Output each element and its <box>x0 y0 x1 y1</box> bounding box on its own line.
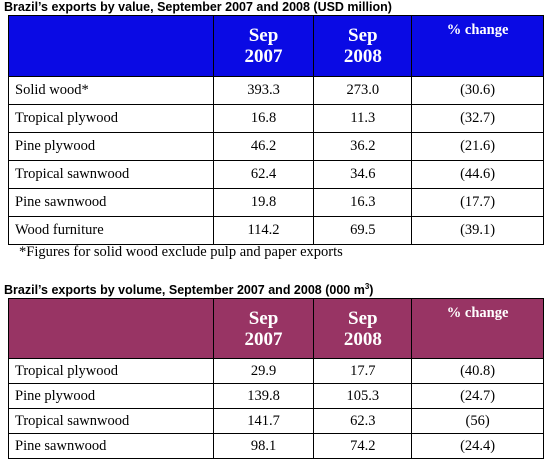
header-sep-2008: Sep 2008 <box>313 298 413 359</box>
header-label-cell <box>8 15 214 77</box>
table-row: Pine plywood 46.2 36.2 (21.6) <box>8 132 544 161</box>
value-2007: 16.8 <box>212 104 315 133</box>
table-row: Pine plywood 139.8 105.3 (24.7) <box>8 383 544 409</box>
value-2007: 19.8 <box>212 188 315 217</box>
value-2008: 16.3 <box>313 188 413 217</box>
pct-change: (24.7) <box>411 383 544 409</box>
header-pct-change: % change <box>411 298 544 359</box>
pct-change: (40.8) <box>411 358 544 384</box>
table-row: Pine sawnwood 98.1 74.2 (24.4) <box>8 433 544 459</box>
pct-change: (21.6) <box>411 132 544 161</box>
header-month: Sep <box>348 25 378 46</box>
row-label: Tropical sawnwood <box>8 408 214 434</box>
pct-change: (24.4) <box>411 433 544 459</box>
header-label-cell <box>8 298 214 359</box>
volume-title-end: ) <box>369 283 374 297</box>
value-2008: 74.2 <box>313 433 413 459</box>
row-label: Tropical sawnwood <box>8 160 214 189</box>
value-table: Sep 2007 Sep 2008 % change Solid wood* 3… <box>8 15 544 245</box>
table-row: Solid wood* 393.3 273.0 (30.6) <box>8 76 544 105</box>
value-2007: 46.2 <box>212 132 315 161</box>
value-2008: 69.5 <box>313 216 413 245</box>
header-sep-2007: Sep 2007 <box>212 15 315 77</box>
value-2007: 393.3 <box>212 76 315 105</box>
table-row: Tropical sawnwood 62.4 34.6 (44.6) <box>8 160 544 189</box>
table-row: Tropical plywood 29.9 17.7 (40.8) <box>8 358 544 384</box>
volume-title-superscript: 3 <box>364 281 370 291</box>
header-year: 2008 <box>343 46 382 67</box>
volume-table-title: Brazil’s exports by volume, September 20… <box>4 281 374 297</box>
row-label: Pine plywood <box>8 132 214 161</box>
value-2007: 98.1 <box>212 433 315 459</box>
header-pct-change: % change <box>411 15 544 77</box>
header-year: 2008 <box>343 328 382 350</box>
header-month: Sep <box>248 307 279 329</box>
row-label: Wood furniture <box>8 216 214 245</box>
value-table-footnote: *Figures for solid wood exclude pulp and… <box>19 244 343 260</box>
row-label: Tropical plywood <box>8 358 214 384</box>
value-2007: 141.7 <box>212 408 315 434</box>
row-label: Solid wood* <box>8 76 214 105</box>
value-2008: 17.7 <box>313 358 413 384</box>
pct-change: (30.6) <box>411 76 544 105</box>
header-year: 2007 <box>244 46 283 67</box>
value-2008: 34.6 <box>313 160 413 189</box>
value-2008: 36.2 <box>313 132 413 161</box>
pct-change: (44.6) <box>411 160 544 189</box>
table-row: Tropical sawnwood 141.7 62.3 (56) <box>8 408 544 434</box>
table-row: Pine sawnwood 19.8 16.3 (17.7) <box>8 188 544 217</box>
header-month: Sep <box>348 307 378 329</box>
volume-title-text: Brazil’s exports by volume, September 20… <box>4 283 365 297</box>
pct-change: (32.7) <box>411 104 544 133</box>
value-table-title: Brazil’s exports by value, September 200… <box>4 0 392 14</box>
header-year: 2007 <box>244 328 283 350</box>
value-2007: 114.2 <box>212 216 315 245</box>
value-2008: 11.3 <box>313 104 413 133</box>
row-label: Pine sawnwood <box>8 188 214 217</box>
row-label: Tropical plywood <box>8 104 214 133</box>
table-row: Tropical plywood 16.8 11.3 (32.7) <box>8 104 544 133</box>
row-label: Pine sawnwood <box>8 433 214 459</box>
value-2007: 62.4 <box>212 160 315 189</box>
header-sep-2007: Sep 2007 <box>212 298 315 359</box>
header-month: Sep <box>248 25 279 46</box>
header-sep-2008: Sep 2008 <box>313 15 413 77</box>
value-table-header-row: Sep 2007 Sep 2008 % change <box>8 15 544 77</box>
value-2008: 62.3 <box>313 408 413 434</box>
pct-change: (39.1) <box>411 216 544 245</box>
row-label: Pine plywood <box>8 383 214 409</box>
value-2007: 139.8 <box>212 383 315 409</box>
pct-change: (17.7) <box>411 188 544 217</box>
value-2008: 105.3 <box>313 383 413 409</box>
value-2008: 273.0 <box>313 76 413 105</box>
table-row: Wood furniture 114.2 69.5 (39.1) <box>8 216 544 245</box>
value-2007: 29.9 <box>212 358 315 384</box>
pct-change: (56) <box>411 408 544 434</box>
volume-table: Sep 2007 Sep 2008 % change Tropical plyw… <box>8 298 544 459</box>
volume-table-header-row: Sep 2007 Sep 2008 % change <box>8 298 544 359</box>
